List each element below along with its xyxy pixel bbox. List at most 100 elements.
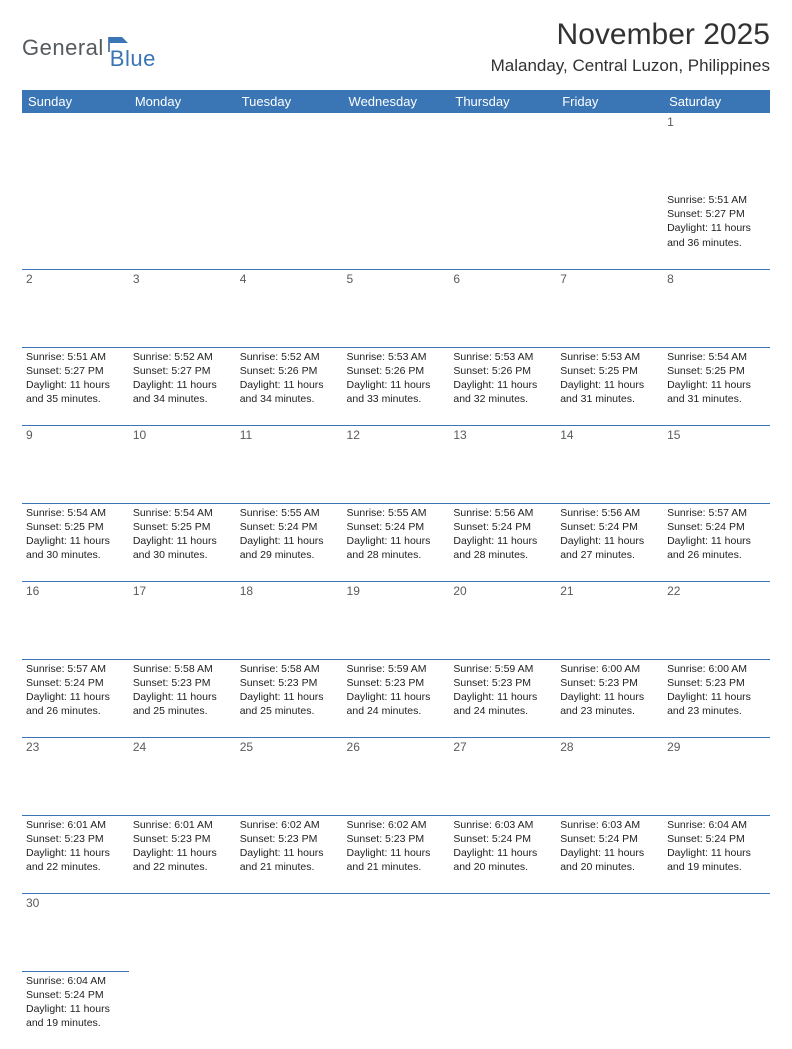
sun-data: Sunrise: 6:03 AMSunset: 5:24 PMDaylight:… <box>453 818 552 875</box>
day-number-cell: 19 <box>343 581 450 659</box>
day-number-cell: 7 <box>556 269 663 347</box>
day-number-cell: 24 <box>129 737 236 815</box>
weekday-header: Sunday <box>22 90 129 113</box>
day-detail-cell <box>449 191 556 269</box>
month-title: November 2025 <box>491 18 770 52</box>
day-number-cell: 2 <box>22 269 129 347</box>
day-detail-cell <box>236 191 343 269</box>
day-number-cell: 11 <box>236 425 343 503</box>
day-number-cell: 4 <box>236 269 343 347</box>
sun-data: Sunrise: 5:51 AMSunset: 5:27 PMDaylight:… <box>26 350 125 407</box>
day-number-cell: 20 <box>449 581 556 659</box>
day-number-cell: 25 <box>236 737 343 815</box>
sun-data: Sunrise: 5:55 AMSunset: 5:24 PMDaylight:… <box>240 506 339 563</box>
day-detail-cell: Sunrise: 6:00 AMSunset: 5:23 PMDaylight:… <box>556 659 663 737</box>
day-detail-cell: Sunrise: 5:59 AMSunset: 5:23 PMDaylight:… <box>449 659 556 737</box>
sun-data: Sunrise: 5:54 AMSunset: 5:25 PMDaylight:… <box>26 506 125 563</box>
sun-data: Sunrise: 5:54 AMSunset: 5:25 PMDaylight:… <box>667 350 766 407</box>
weekday-header: Wednesday <box>343 90 450 113</box>
daynum-row: 2345678 <box>22 269 770 347</box>
brand-text-general: General <box>22 35 104 61</box>
detail-row: Sunrise: 5:57 AMSunset: 5:24 PMDaylight:… <box>22 659 770 737</box>
day-detail-cell: Sunrise: 5:58 AMSunset: 5:23 PMDaylight:… <box>236 659 343 737</box>
day-detail-cell: Sunrise: 5:53 AMSunset: 5:26 PMDaylight:… <box>449 347 556 425</box>
sun-data: Sunrise: 6:02 AMSunset: 5:23 PMDaylight:… <box>347 818 446 875</box>
brand-text-blue: Blue <box>110 46 156 72</box>
day-number-cell <box>129 893 236 971</box>
day-number-cell: 3 <box>129 269 236 347</box>
daynum-row: 23242526272829 <box>22 737 770 815</box>
day-detail-cell: Sunrise: 5:53 AMSunset: 5:25 PMDaylight:… <box>556 347 663 425</box>
day-number-cell: 30 <box>22 893 129 971</box>
day-detail-cell: Sunrise: 5:54 AMSunset: 5:25 PMDaylight:… <box>663 347 770 425</box>
sun-data: Sunrise: 6:04 AMSunset: 5:24 PMDaylight:… <box>26 974 125 1031</box>
day-detail-cell: Sunrise: 6:02 AMSunset: 5:23 PMDaylight:… <box>236 815 343 893</box>
sun-data: Sunrise: 6:00 AMSunset: 5:23 PMDaylight:… <box>667 662 766 719</box>
sun-data: Sunrise: 5:56 AMSunset: 5:24 PMDaylight:… <box>560 506 659 563</box>
day-detail-cell <box>663 971 770 1049</box>
day-number-cell: 1 <box>663 113 770 191</box>
sun-data: Sunrise: 5:56 AMSunset: 5:24 PMDaylight:… <box>453 506 552 563</box>
header: General Blue November 2025 Malanday, Cen… <box>22 18 770 76</box>
day-detail-cell <box>556 191 663 269</box>
day-detail-cell: Sunrise: 6:01 AMSunset: 5:23 PMDaylight:… <box>129 815 236 893</box>
day-number-cell: 6 <box>449 269 556 347</box>
day-number-cell: 22 <box>663 581 770 659</box>
day-detail-cell: Sunrise: 6:03 AMSunset: 5:24 PMDaylight:… <box>449 815 556 893</box>
daynum-row: 1 <box>22 113 770 191</box>
day-detail-cell <box>129 971 236 1049</box>
day-number-cell: 27 <box>449 737 556 815</box>
day-detail-cell: Sunrise: 5:51 AMSunset: 5:27 PMDaylight:… <box>22 347 129 425</box>
day-detail-cell <box>556 971 663 1049</box>
day-number-cell: 18 <box>236 581 343 659</box>
day-detail-cell: Sunrise: 5:57 AMSunset: 5:24 PMDaylight:… <box>22 659 129 737</box>
detail-row: Sunrise: 6:04 AMSunset: 5:24 PMDaylight:… <box>22 971 770 1049</box>
sun-data: Sunrise: 6:00 AMSunset: 5:23 PMDaylight:… <box>560 662 659 719</box>
day-detail-cell: Sunrise: 6:04 AMSunset: 5:24 PMDaylight:… <box>663 815 770 893</box>
day-detail-cell <box>343 191 450 269</box>
day-detail-cell <box>236 971 343 1049</box>
brand-logo: General Blue <box>22 24 156 72</box>
day-number-cell: 10 <box>129 425 236 503</box>
sun-data: Sunrise: 5:57 AMSunset: 5:24 PMDaylight:… <box>26 662 125 719</box>
day-detail-cell <box>343 971 450 1049</box>
sun-data: Sunrise: 6:02 AMSunset: 5:23 PMDaylight:… <box>240 818 339 875</box>
sun-data: Sunrise: 5:52 AMSunset: 5:27 PMDaylight:… <box>133 350 232 407</box>
sun-data: Sunrise: 5:53 AMSunset: 5:26 PMDaylight:… <box>453 350 552 407</box>
weekday-header-row: Sunday Monday Tuesday Wednesday Thursday… <box>22 90 770 113</box>
day-detail-cell: Sunrise: 6:02 AMSunset: 5:23 PMDaylight:… <box>343 815 450 893</box>
day-number-cell: 5 <box>343 269 450 347</box>
day-number-cell: 29 <box>663 737 770 815</box>
day-detail-cell: Sunrise: 5:54 AMSunset: 5:25 PMDaylight:… <box>22 503 129 581</box>
sun-data: Sunrise: 6:03 AMSunset: 5:24 PMDaylight:… <box>560 818 659 875</box>
day-detail-cell: Sunrise: 5:56 AMSunset: 5:24 PMDaylight:… <box>556 503 663 581</box>
day-detail-cell: Sunrise: 6:04 AMSunset: 5:24 PMDaylight:… <box>22 971 129 1049</box>
weekday-header: Friday <box>556 90 663 113</box>
day-number-cell: 21 <box>556 581 663 659</box>
day-number-cell: 16 <box>22 581 129 659</box>
sun-data: Sunrise: 5:58 AMSunset: 5:23 PMDaylight:… <box>133 662 232 719</box>
sun-data: Sunrise: 5:51 AMSunset: 5:27 PMDaylight:… <box>667 193 766 250</box>
day-detail-cell: Sunrise: 5:52 AMSunset: 5:27 PMDaylight:… <box>129 347 236 425</box>
daynum-row: 9101112131415 <box>22 425 770 503</box>
sun-data: Sunrise: 5:55 AMSunset: 5:24 PMDaylight:… <box>347 506 446 563</box>
calendar-table: Sunday Monday Tuesday Wednesday Thursday… <box>22 90 770 1049</box>
day-detail-cell: Sunrise: 5:55 AMSunset: 5:24 PMDaylight:… <box>343 503 450 581</box>
day-number-cell: 14 <box>556 425 663 503</box>
location-subtitle: Malanday, Central Luzon, Philippines <box>491 56 770 76</box>
day-number-cell: 17 <box>129 581 236 659</box>
day-number-cell <box>343 113 450 191</box>
day-detail-cell: Sunrise: 6:03 AMSunset: 5:24 PMDaylight:… <box>556 815 663 893</box>
day-number-cell: 9 <box>22 425 129 503</box>
day-detail-cell: Sunrise: 5:51 AMSunset: 5:27 PMDaylight:… <box>663 191 770 269</box>
calendar-body: 1Sunrise: 5:51 AMSunset: 5:27 PMDaylight… <box>22 113 770 1049</box>
day-number-cell <box>343 893 450 971</box>
day-number-cell <box>449 893 556 971</box>
weekday-header: Thursday <box>449 90 556 113</box>
day-number-cell <box>236 893 343 971</box>
sun-data: Sunrise: 5:53 AMSunset: 5:26 PMDaylight:… <box>347 350 446 407</box>
day-detail-cell: Sunrise: 5:58 AMSunset: 5:23 PMDaylight:… <box>129 659 236 737</box>
sun-data: Sunrise: 6:04 AMSunset: 5:24 PMDaylight:… <box>667 818 766 875</box>
weekday-header: Tuesday <box>236 90 343 113</box>
day-number-cell: 15 <box>663 425 770 503</box>
